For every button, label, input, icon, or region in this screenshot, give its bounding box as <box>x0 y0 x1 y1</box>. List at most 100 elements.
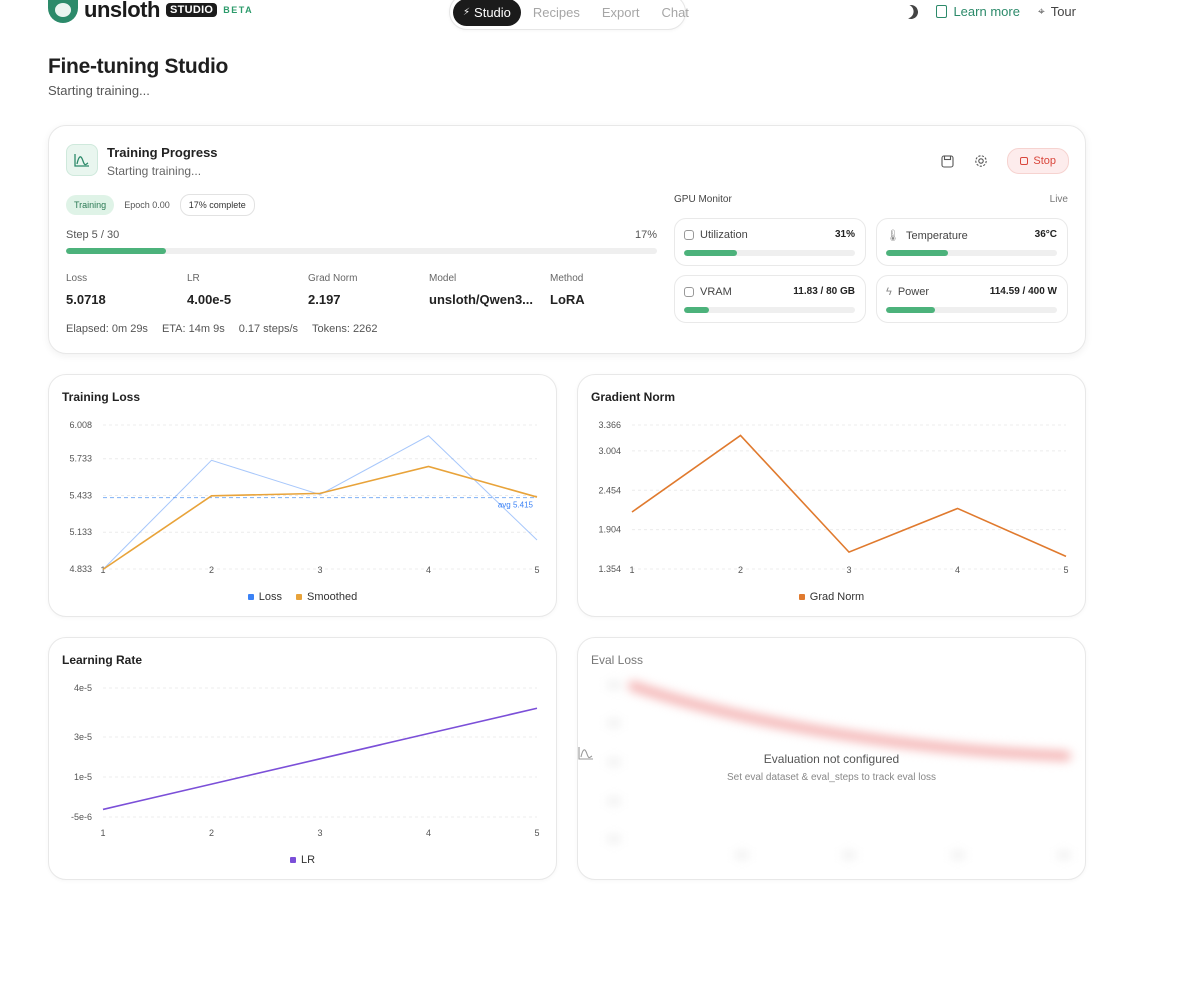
step-label: Step 5 / 30 <box>66 229 120 241</box>
y-tick-label: -5e-6 <box>71 812 92 822</box>
cursor-icon: ⌖ <box>1037 4 1045 18</box>
legend-item-smoothed[interactable]: Smoothed <box>296 591 357 603</box>
y-tick-label: 2.454 <box>598 485 621 495</box>
y-tick-label: 1.904 <box>598 525 621 535</box>
gpu-monitor-title: GPU Monitor <box>674 194 732 205</box>
x-tick-label: 5 <box>1063 565 1068 575</box>
metric-value: LoRA <box>550 292 585 307</box>
epoch-badge: Epoch 0.00 <box>124 200 170 210</box>
gpu-tile-bar <box>886 250 1057 256</box>
y-tick-label: 3.004 <box>598 446 621 456</box>
tab-recipes[interactable]: Recipes <box>523 0 590 26</box>
page-title: Fine-tuning Studio <box>48 55 229 78</box>
gpu-tile-bar <box>684 250 855 256</box>
legend-label: Loss <box>258 591 283 603</box>
tour-button[interactable]: ⌖ Tour <box>1038 4 1076 19</box>
metric-label: Loss <box>66 273 88 284</box>
chart-line-icon <box>578 747 593 760</box>
eval-placeholder-curve <box>628 681 1071 761</box>
chart-legend: LR <box>49 854 556 866</box>
x-tick-label: 4 <box>426 828 431 838</box>
elapsed-time: Elapsed: 0m 29s <box>66 323 148 335</box>
legend-item-grad-norm[interactable]: Grad Norm <box>798 591 865 603</box>
x-tick-label: 3 <box>317 565 322 575</box>
chart-title: Eval Loss <box>591 653 644 667</box>
eta: ETA: 14m 9s <box>161 323 225 335</box>
dark-mode-toggle-icon[interactable] <box>902 3 920 21</box>
gradient-norm-card: Gradient Norm 3.366 3.004 2.454 1.904 1.354 1… <box>577 374 1086 617</box>
brand-name: unsloth <box>84 0 160 22</box>
metric-loss: Loss 5.0718 <box>66 273 187 307</box>
metric-value: 4.00e-5 <box>187 292 232 307</box>
token-count: Tokens: 2262 <box>312 323 378 335</box>
x-tick-label: 4 <box>955 565 960 575</box>
y-tick-label: 1.354 <box>598 564 621 574</box>
tab-studio[interactable]: ⚡ Studio <box>453 0 521 26</box>
y-tick-label: 1e-5 <box>74 772 92 782</box>
legend-swatch <box>247 594 254 600</box>
brand-logo[interactable]: unsloth STUDIO BETA <box>48 0 253 26</box>
x-tick-label: 5 <box>534 828 539 838</box>
status-badge: Training <box>66 195 115 215</box>
tab-chat[interactable]: Chat <box>651 0 698 26</box>
metric-lr: LR 4.00e-5 <box>187 273 308 307</box>
tab-export[interactable]: Export <box>592 0 650 26</box>
gpu-tile-fill <box>886 307 935 313</box>
series-line-grad-norm <box>631 434 1067 558</box>
legend-item-loss[interactable]: Loss <box>247 591 283 603</box>
stop-button[interactable]: Stop <box>1007 148 1069 174</box>
metric-value: 5.0718 <box>66 292 106 307</box>
sloth-logo-icon <box>48 0 78 23</box>
x-tick-label: 2 <box>209 565 214 575</box>
x-tick-label: 1 <box>629 565 634 575</box>
steps-per-second: 0.17 steps/s <box>238 323 299 335</box>
chart-line-icon <box>66 144 98 176</box>
tour-label: Tour <box>1050 4 1076 19</box>
gpu-vram-tile: VRAM 11.83 / 80 GB <box>674 275 866 323</box>
beta-label: BETA <box>223 5 254 15</box>
book-icon <box>936 5 948 18</box>
gpu-utilization-tile: Utilization 31% <box>674 218 866 266</box>
chart-title: Gradient Norm <box>591 390 676 404</box>
legend-item-lr[interactable]: LR <box>289 854 315 866</box>
main-tabs: ⚡ Studio Recipes Export Chat <box>449 0 689 30</box>
gpu-tile-value: 11.83 / 80 GB <box>793 286 855 297</box>
save-icon[interactable] <box>939 153 955 169</box>
stop-icon <box>1020 157 1029 165</box>
gpu-tile-label: Power <box>897 286 930 298</box>
learn-more-label: Learn more <box>953 4 1020 19</box>
average-label: avg 5.415 <box>498 501 534 510</box>
step-row: Step 5 / 30 17% <box>66 229 657 241</box>
x-tick-label: 5 <box>534 565 539 575</box>
gpu-power-tile: ϟ Power 114.59 / 400 W <box>876 275 1068 323</box>
metric-value: 2.197 <box>308 292 341 307</box>
metric-method: Method LoRA <box>550 273 671 307</box>
status-badges: Training Epoch 0.00 17% complete <box>66 194 255 216</box>
series-line-smoothed <box>102 465 538 571</box>
gpu-live-label: Live <box>1049 194 1068 205</box>
metric-grad-norm: Grad Norm 2.197 <box>308 273 429 307</box>
settings-gear-icon[interactable] <box>973 153 989 169</box>
chart-title: Training Loss <box>62 390 141 404</box>
tab-label: Chat <box>661 4 689 20</box>
learn-more-link[interactable]: Learn more <box>936 4 1020 19</box>
complete-badge: 17% complete <box>179 194 255 216</box>
metric-label: Method <box>550 273 584 284</box>
series-line-loss <box>102 435 538 570</box>
legend-swatch <box>296 594 303 600</box>
tab-label: Export <box>601 4 640 20</box>
legend-label: Grad Norm <box>809 591 865 603</box>
y-tick-label: 6.008 <box>69 420 92 430</box>
gpu-tile-value: 31% <box>834 229 855 240</box>
training-loss-card: Training Loss 6.008 5.733 5.433 5.133 4.833 1… <box>48 374 557 617</box>
x-tick-label: 3 <box>846 565 851 575</box>
gpu-tile-bar <box>684 307 855 313</box>
step-progress-bar <box>66 248 657 254</box>
memory-chip-icon <box>684 287 694 297</box>
metric-label: Model <box>429 273 457 284</box>
progress-subtitle: Starting training... <box>107 164 202 178</box>
y-tick-label: 4.833 <box>69 564 92 574</box>
gpu-tile-label: VRAM <box>700 286 732 298</box>
eval-empty-subtitle: Set eval dataset & eval_steps to track e… <box>727 772 936 783</box>
lightning-icon: ⚡ <box>463 6 471 18</box>
